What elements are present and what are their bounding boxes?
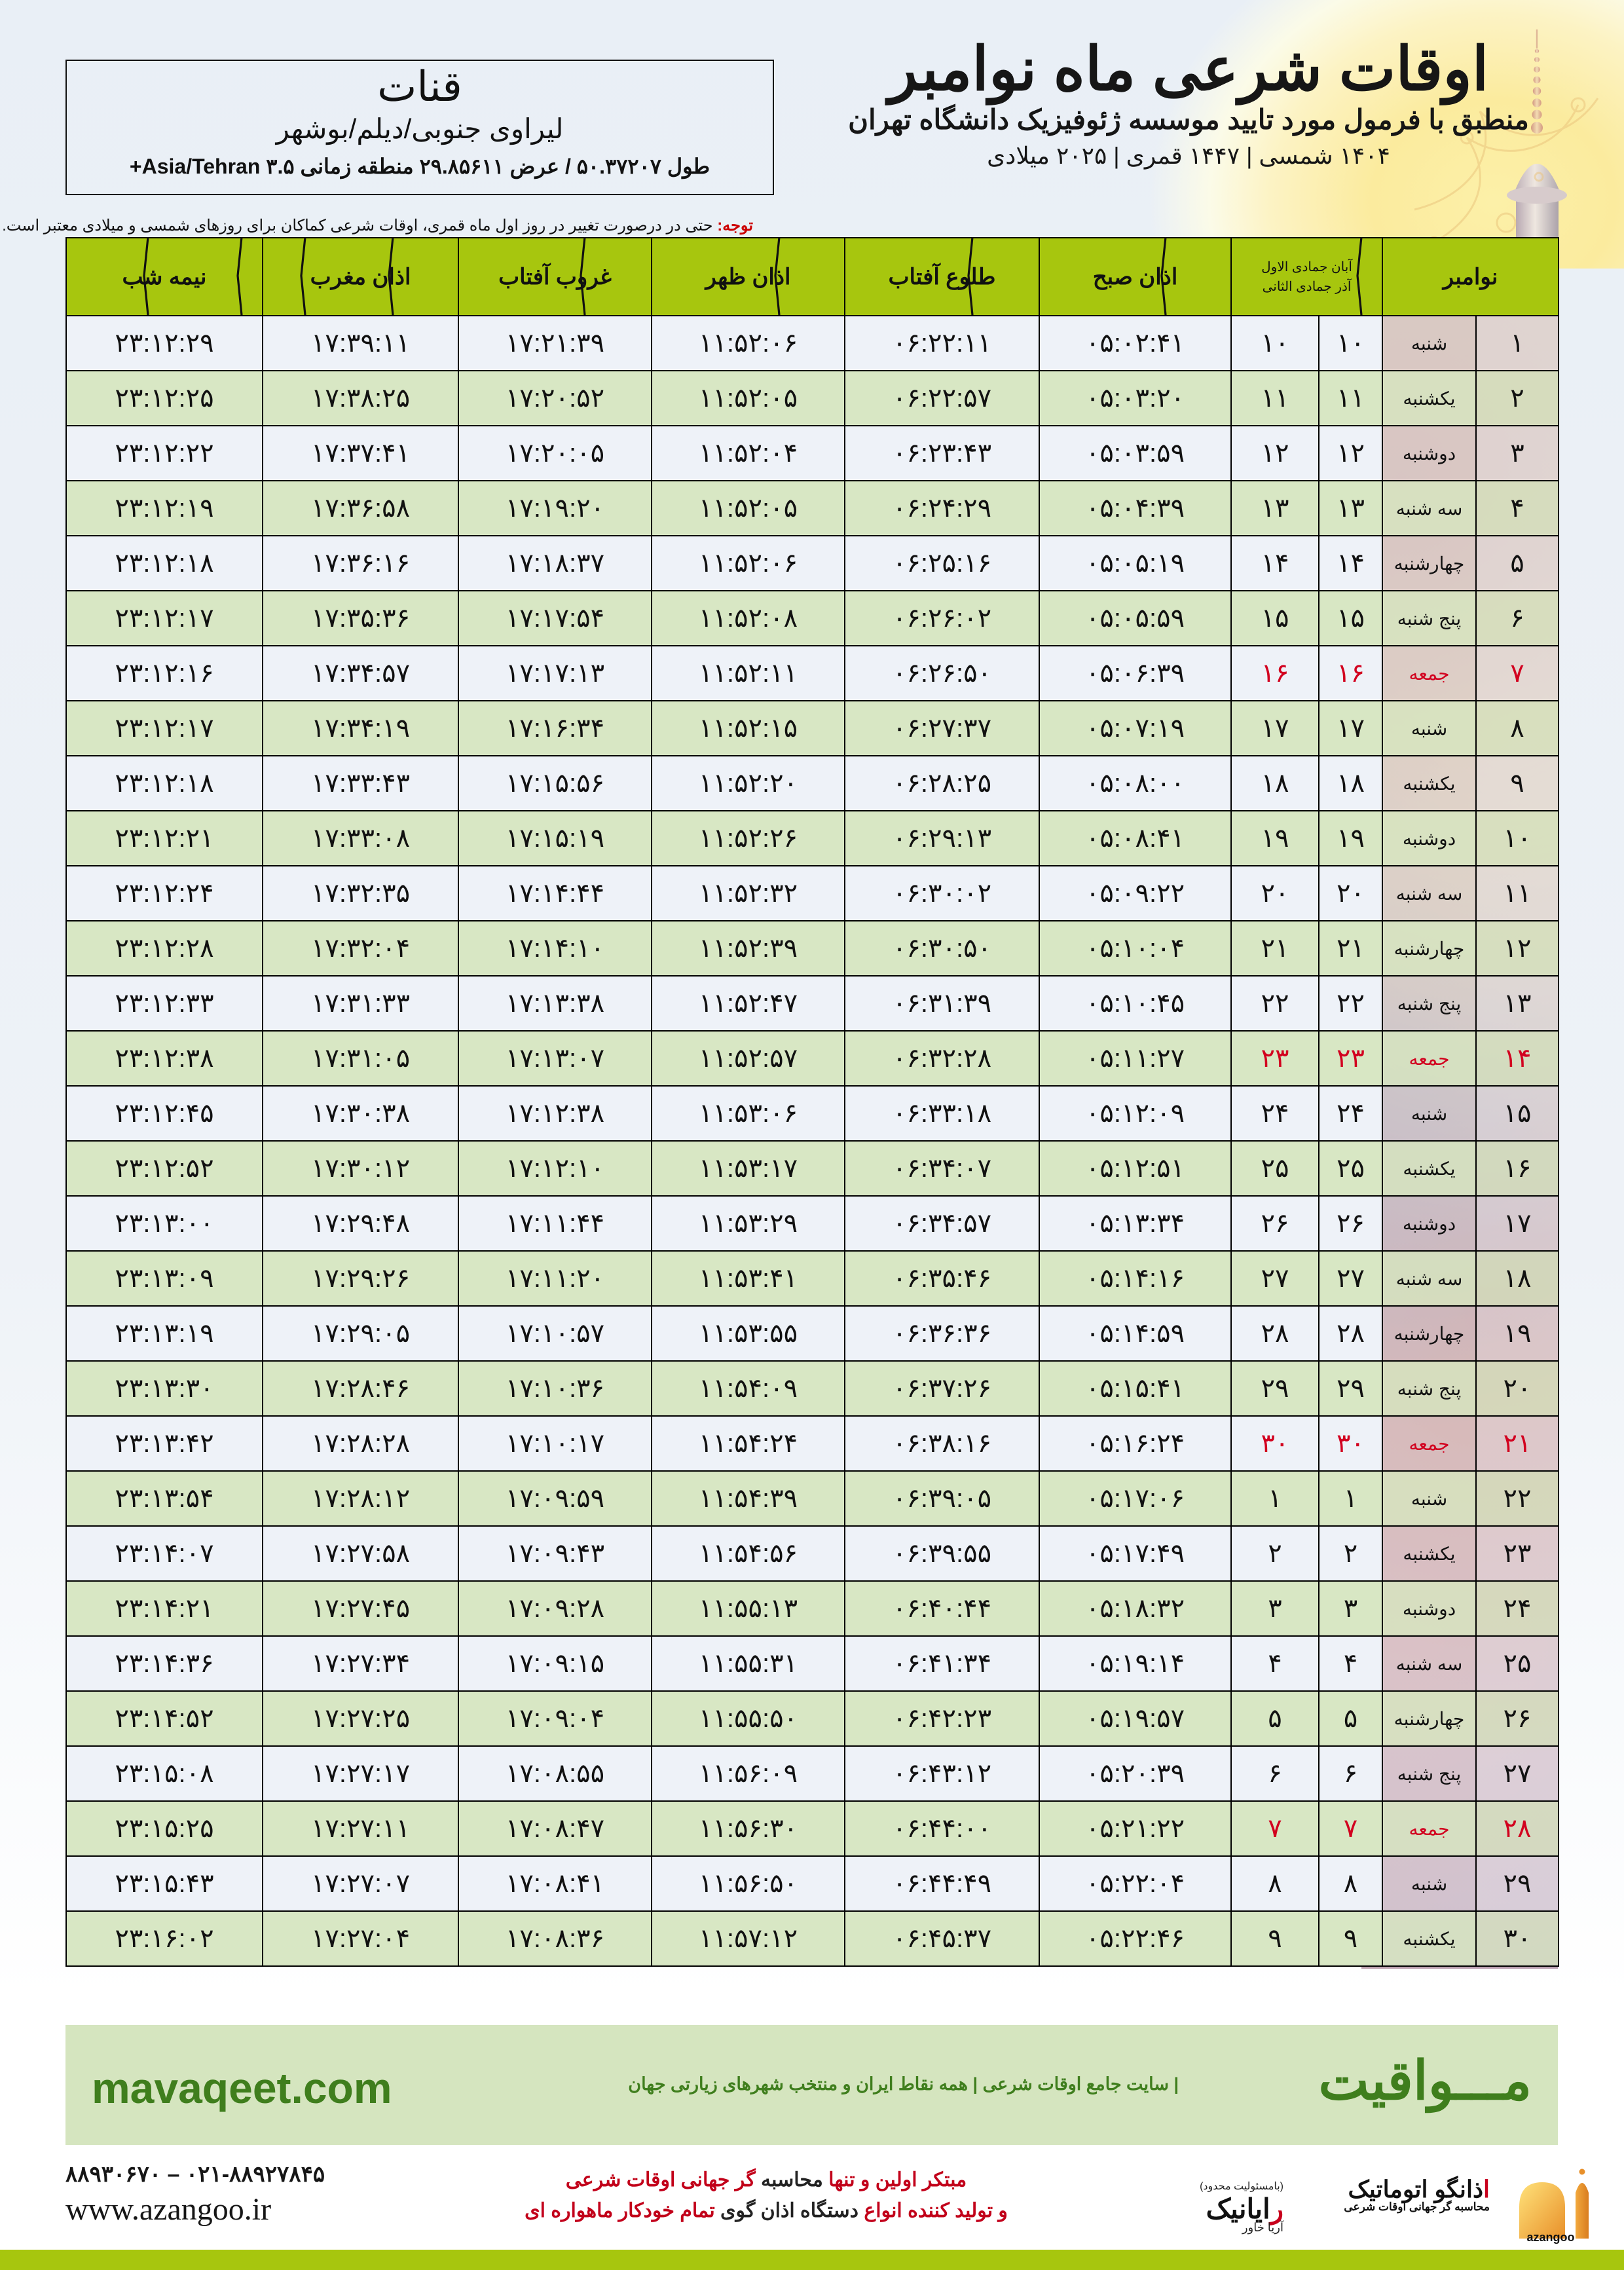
svg-text:azangoo: azangoo: [1526, 2231, 1574, 2244]
